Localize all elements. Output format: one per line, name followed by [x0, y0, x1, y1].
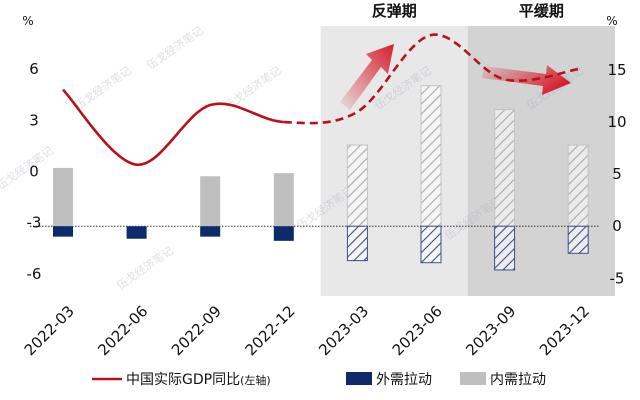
left-tick-label: -6 — [27, 265, 42, 283]
phase-background-1 — [320, 26, 468, 296]
right-tick-label: 15 — [607, 61, 626, 79]
legend-label-gdp-note: (左轴) — [240, 373, 271, 387]
domestic-demand-bar — [53, 167, 73, 227]
left-tick-label: 0 — [29, 162, 39, 180]
left-tick-label: 3 — [29, 111, 39, 129]
bars — [53, 85, 589, 271]
rebound-arrow-icon — [340, 44, 394, 110]
left-axis-unit: % — [22, 14, 33, 28]
domestic-demand-bar — [420, 85, 442, 227]
left-tick-label: 6 — [29, 60, 39, 78]
domestic-demand-bar — [273, 173, 294, 227]
legend-swatch-external — [346, 372, 372, 385]
legend-label-gdp: 中国实际GDP同比(左轴) — [126, 372, 271, 388]
external-demand-bar — [273, 226, 294, 241]
external-demand-bar — [494, 225, 516, 271]
gdp-line — [62, 33, 579, 166]
x-tick-label: 2022-06 — [94, 302, 151, 359]
x-tick-label: 2023-12 — [536, 302, 593, 359]
legend-label-domestic: 内需拉动 — [490, 372, 546, 388]
external-demand-bar — [126, 226, 147, 239]
right-axis-unit: % — [606, 14, 617, 28]
right-tick-label: 0 — [612, 217, 622, 235]
gdp-line-actual — [62, 88, 284, 166]
x-tick-label: 2023-03 — [315, 302, 372, 359]
left-tick-label: -3 — [27, 214, 42, 232]
external-demand-bar — [346, 225, 368, 262]
right-tick-label: 10 — [607, 113, 626, 131]
right-tick-label: 5 — [612, 165, 622, 183]
x-tick-label: 2022-03 — [21, 302, 78, 359]
legend-label-external: 外需拉动 — [376, 372, 432, 388]
external-demand-bar — [567, 225, 589, 254]
domestic-demand-bar — [567, 144, 589, 227]
legend-swatch-domestic — [460, 372, 486, 385]
external-demand-bar — [53, 226, 73, 237]
external-demand-bar — [420, 225, 442, 264]
watermark-text: 伍戈经济笔记 — [114, 243, 176, 292]
external-demand-bar — [200, 226, 221, 237]
gdp-line-forecast — [283, 33, 579, 125]
domestic-demand-bar — [494, 109, 516, 227]
watermark-text: 伍戈经济笔记 — [0, 143, 56, 192]
domestic-demand-bar — [346, 144, 368, 227]
phase-label-2: 平缓期 — [519, 2, 564, 20]
domestic-demand-bar — [200, 176, 221, 227]
x-tick-label: 2022-12 — [242, 302, 299, 359]
x-tick-label: 2023-09 — [462, 302, 519, 359]
right-tick-label: -5 — [610, 269, 625, 287]
x-tick-label: 2023-06 — [389, 302, 446, 359]
phase-label-1: 反弹期 — [372, 2, 417, 20]
legend: 中国实际GDP同比(左轴) 外需拉动 内需拉动 — [92, 372, 546, 388]
watermark-text: 伍戈经济笔记 — [144, 23, 206, 72]
x-tick-label: 2022-09 — [168, 302, 225, 359]
watermark-text: 伍戈经济笔记 — [72, 63, 134, 112]
phase-background-2 — [467, 26, 615, 296]
